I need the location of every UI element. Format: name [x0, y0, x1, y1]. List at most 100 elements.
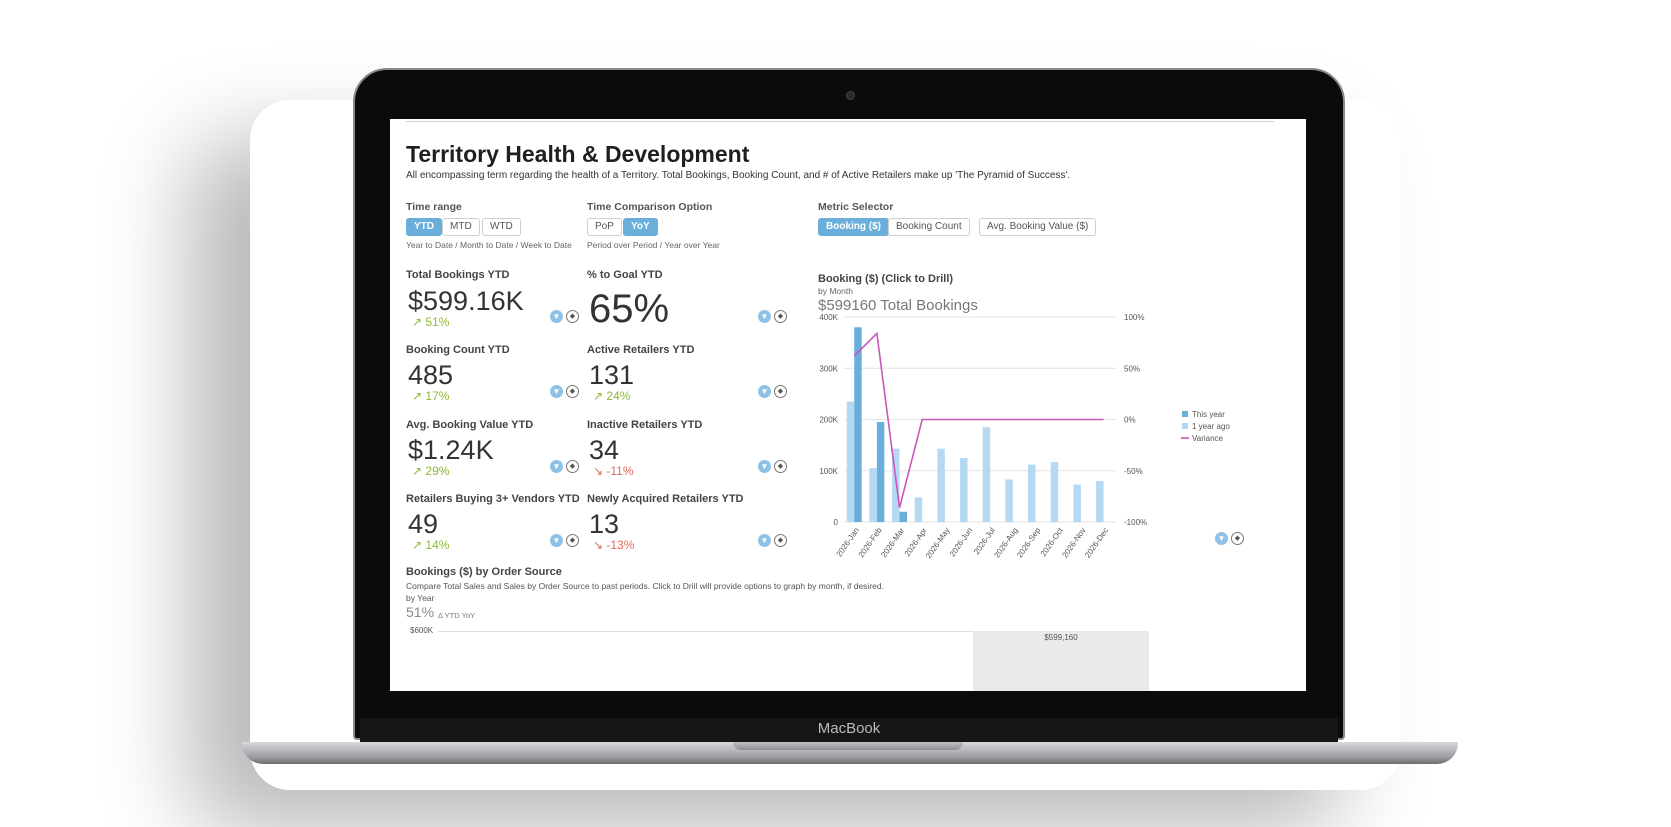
page-title: Territory Health & Development	[406, 141, 750, 167]
bar-1-year-ago	[892, 448, 900, 522]
legend-label: This year	[1192, 410, 1225, 419]
y2-tick-label: -100%	[1124, 518, 1147, 527]
time-range-ytd-button[interactable]: YTD	[406, 218, 442, 236]
kpi-icons: ▼ ◆	[550, 310, 580, 324]
kpi-value: 49	[408, 509, 439, 539]
kpi-value: 131	[589, 360, 635, 390]
order-source-by: by Year	[406, 593, 435, 603]
kpi-value: $599.16K	[408, 286, 524, 316]
x-tick-label: 2026-Jun	[948, 526, 975, 558]
webcam	[846, 91, 855, 100]
kpi-icons: ▼ ◆	[758, 310, 788, 324]
filter-icon[interactable]: ▼	[758, 310, 771, 323]
order-source-bar[interactable]	[973, 631, 1149, 691]
filter-icon[interactable]: ▼	[550, 460, 563, 473]
order-source-y-label: $600K	[410, 626, 434, 635]
shield-icon[interactable]: ◆	[774, 534, 787, 547]
kpi-change: ↗ 14%	[412, 538, 450, 552]
shield-icon[interactable]: ◆	[566, 385, 579, 398]
time-range-wtd-button[interactable]: WTD	[482, 218, 521, 236]
bar-1-year-ago	[1050, 462, 1059, 522]
kpi-icons: ▼ ◆	[550, 385, 580, 399]
time-comparison-label: Time Comparison Option	[587, 201, 713, 213]
y-tick-label: 0	[834, 518, 839, 527]
bar-this-year	[899, 511, 908, 522]
laptop-base	[242, 742, 1458, 764]
time-range-label: Time range	[406, 201, 462, 213]
filter-icon[interactable]: ▼	[550, 310, 563, 323]
bar-1-year-ago	[1005, 479, 1013, 522]
bar-1-year-ago	[960, 457, 968, 522]
shield-icon[interactable]: ◆	[774, 385, 787, 398]
laptop-notch	[733, 742, 963, 750]
kpi-icons: ▼ ◆	[758, 460, 788, 474]
kpi-value: 34	[589, 435, 620, 465]
kpi-change: ↘ -11%	[593, 464, 634, 478]
order-source-title: Bookings ($) by Order Source	[406, 566, 562, 578]
dashboard-screen: Territory Health & Development All encom…	[390, 119, 1306, 691]
legend-swatch	[1182, 423, 1188, 429]
laptop-chin	[360, 718, 1338, 742]
time-comparison-hint: Period over Period / Year over Year	[587, 240, 720, 250]
bar-1-year-ago	[914, 497, 923, 522]
y-tick-label: 300K	[819, 364, 838, 373]
chart-total: $599160 Total Bookings	[818, 297, 978, 314]
filter-icon[interactable]: ▼	[550, 534, 563, 547]
bar-1-year-ago	[869, 468, 877, 522]
kpi-value: 485	[408, 360, 454, 390]
bar-1-year-ago	[937, 448, 945, 522]
filter-icon[interactable]: ▼	[758, 385, 771, 398]
shield-icon[interactable]: ◆	[566, 534, 579, 547]
metric-booking-dollars-button[interactable]: Booking ($)	[818, 218, 889, 236]
y2-tick-label: 100%	[1124, 313, 1144, 322]
y2-tick-label: 0%	[1124, 416, 1136, 425]
kpi-title: Inactive Retailers YTD	[587, 419, 703, 431]
divider	[406, 121, 1274, 122]
booking-chart[interactable]: 0 -100% 100K -50% 200K 0% 300K 50% 400K 100% 2026-…	[810, 305, 1250, 560]
chart-icons: ▼ ◆	[1215, 532, 1245, 546]
shield-icon[interactable]: ◆	[1231, 532, 1244, 545]
kpi-change: ↗ 17%	[412, 389, 450, 403]
bar-1-year-ago	[1028, 464, 1036, 522]
shield-icon[interactable]: ◆	[566, 310, 579, 323]
legend-swatch	[1182, 411, 1188, 417]
x-tick-label: 2026-Sep	[1015, 526, 1043, 560]
chart-subtitle: by Month	[818, 286, 853, 296]
comparison-pop-button[interactable]: PoP	[587, 218, 622, 236]
kpi-title: Newly Acquired Retailers YTD	[587, 493, 744, 505]
metric-avg-booking-value-button[interactable]: Avg. Booking Value ($)	[979, 218, 1097, 236]
y-tick-label: 100K	[819, 467, 838, 476]
filter-icon[interactable]: ▼	[550, 385, 563, 398]
bar-1-year-ago	[1073, 484, 1081, 522]
kpi-title: Booking Count YTD	[406, 344, 510, 356]
bar-this-year	[876, 422, 885, 522]
kpi-icons: ▼ ◆	[550, 460, 580, 474]
metric-booking-count-button[interactable]: Booking Count	[888, 218, 970, 236]
kpi-icons: ▼ ◆	[550, 534, 580, 548]
filter-icon[interactable]: ▼	[1215, 532, 1228, 545]
kpi-title: Active Retailers YTD	[587, 344, 695, 356]
shield-icon[interactable]: ◆	[774, 460, 787, 473]
kpi-title: Total Bookings YTD	[406, 269, 510, 281]
x-tick-label: 2026-Mar	[879, 526, 906, 559]
time-range-mtd-button[interactable]: MTD	[442, 218, 480, 236]
y-tick-label: 200K	[819, 416, 838, 425]
kpi-value: 65%	[589, 287, 670, 331]
shield-icon[interactable]: ◆	[774, 310, 787, 323]
y2-tick-label: 50%	[1124, 364, 1140, 373]
filter-icon[interactable]: ▼	[758, 460, 771, 473]
comparison-yoy-button[interactable]: YoY	[623, 218, 658, 236]
chart-title[interactable]: Booking ($) (Click to Drill)	[818, 273, 954, 285]
order-source-pct: 51%	[406, 604, 435, 620]
kpi-value: $1.24K	[408, 435, 494, 465]
shield-icon[interactable]: ◆	[566, 460, 579, 473]
y2-tick-label: -50%	[1124, 467, 1143, 476]
legend-label: Variance	[1192, 434, 1224, 443]
filter-icon[interactable]: ▼	[758, 534, 771, 547]
kpi-icons: ▼ ◆	[758, 385, 788, 399]
metric-selector-label: Metric Selector	[818, 201, 894, 213]
order-source-bar-label: $599,160	[1044, 633, 1078, 642]
kpi-change: ↗ 29%	[412, 464, 450, 478]
y-tick-label: 400K	[819, 313, 838, 322]
order-source-gridline	[438, 631, 1144, 632]
